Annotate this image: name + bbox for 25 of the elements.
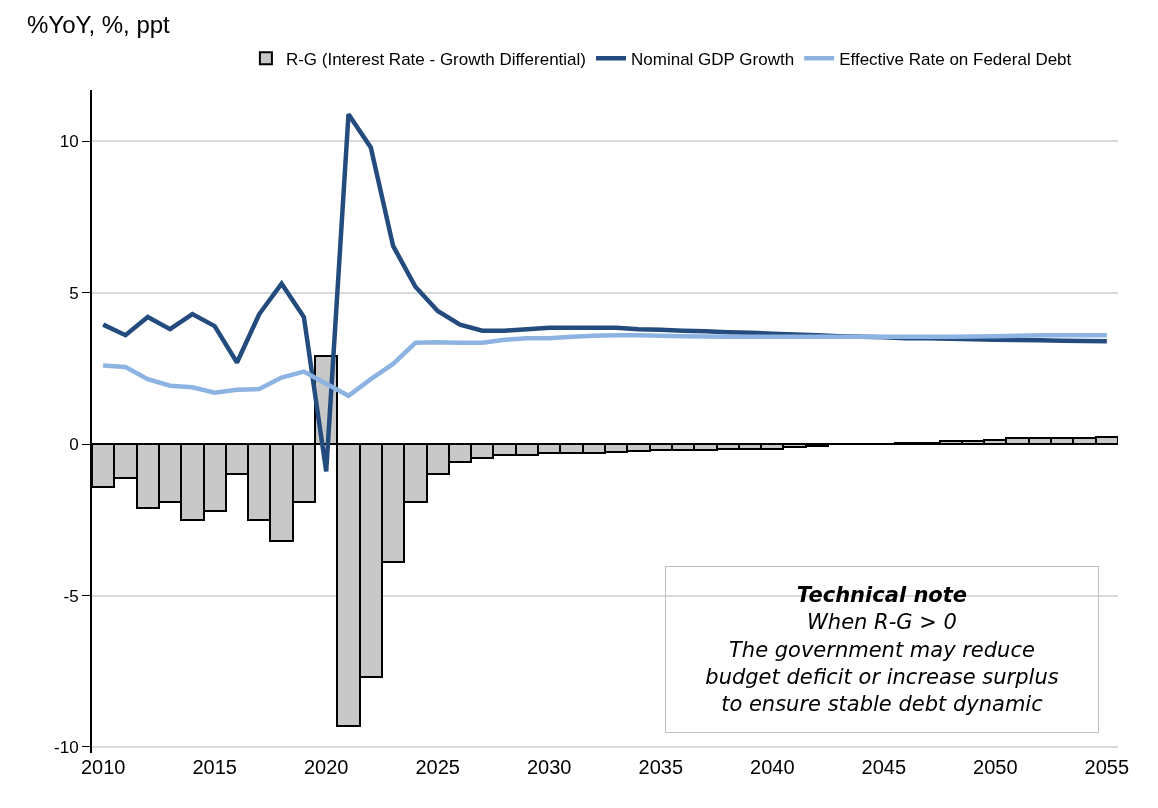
legend-label: R-G (Interest Rate - Growth Differential) [285,49,587,69]
x-tick-label: 2015 [192,756,237,778]
annotation: to ensure stable debt dynamic [721,692,1044,717]
y-tick-label: -5 [63,586,79,606]
y-tick-label: 5 [69,283,79,303]
x-tick-label: 2020 [303,756,349,778]
y-tick-label: 10 [59,132,79,152]
x-tick-label: 2030 [526,756,572,778]
x-tick-label: 2025 [415,756,460,778]
x-tick-label: 2045 [861,756,907,778]
legend-label: Effective Rate on Federal Debt [839,49,1072,69]
y-axis-title: %YoY, %, ppt [27,11,171,38]
line-series [100,332,1110,399]
annotation: budget deficit or increase surplus [705,664,1059,689]
y-tick-label: 0 [69,435,79,455]
legend-label: Nominal GDP Growth [631,49,795,69]
y-tick-label: -10 [54,737,79,757]
x-tick-label: 2040 [750,756,795,778]
annotation: The government may reduce [729,637,1035,662]
x-tick-label: 2050 [973,756,1018,778]
x-tick-label: 2010 [80,756,126,778]
x-tick-label: 2035 [638,756,684,778]
annotation: Technical note [796,583,968,607]
x-tick-label: 2055 [1084,756,1130,778]
annotation: When R-G > 0 [807,610,957,635]
